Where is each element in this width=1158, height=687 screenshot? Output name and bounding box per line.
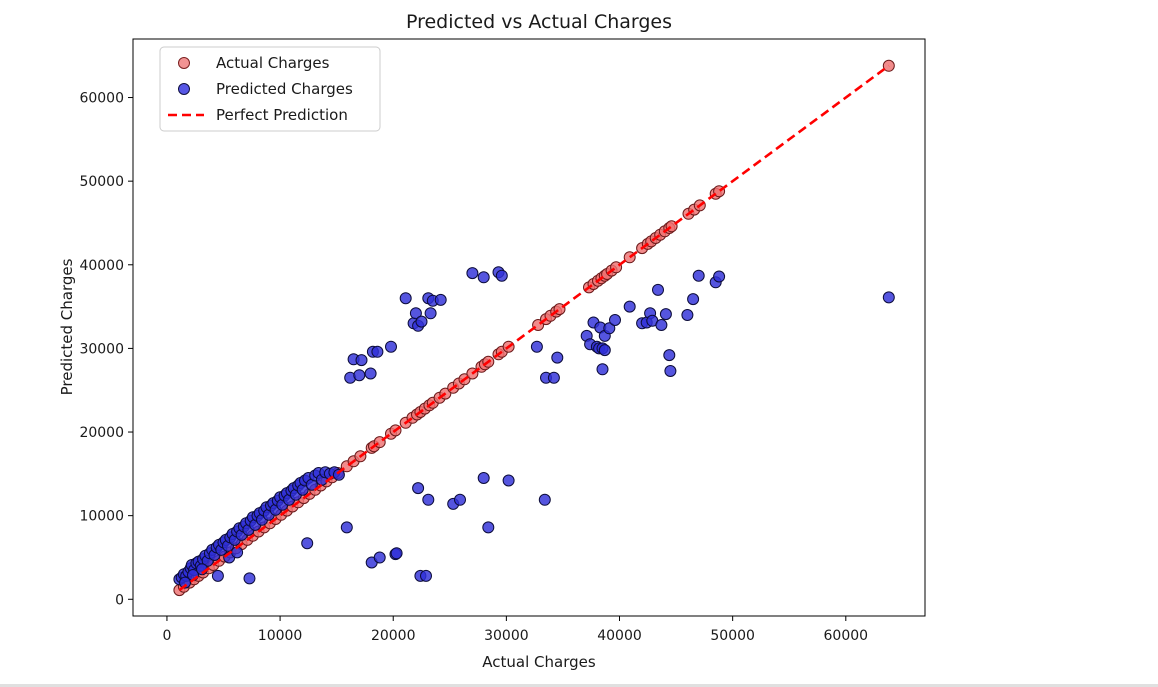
x-tick-label: 20000: [371, 628, 416, 644]
predicted-charge-point: [415, 315, 428, 328]
predicted-charge-point: [466, 267, 479, 280]
predicted-charge-point: [399, 292, 412, 305]
predicted-charge-point: [687, 293, 700, 306]
x-tick-label: 60000: [824, 628, 869, 644]
predicted-charge-point: [596, 363, 609, 376]
predicted-charge-point: [409, 307, 422, 320]
predicted-charge-point: [364, 367, 377, 380]
predicted-charge-point: [422, 493, 435, 506]
y-tick-label: 60000: [79, 91, 124, 107]
y-axis-ticks: 0 10000 20000 30000 40000 50000 60000: [79, 91, 133, 608]
predicted-charge-point: [434, 293, 447, 306]
y-tick-label: 40000: [79, 258, 124, 274]
legend-marker-actual: [178, 57, 190, 69]
predicted-charge-point: [713, 270, 726, 283]
predicted-charge-point: [530, 340, 543, 353]
series-predicted-charges: [173, 266, 895, 589]
x-tick-label: 0: [162, 628, 171, 644]
predicted-charge-point: [211, 569, 224, 582]
predicted-charge-point: [355, 354, 368, 367]
x-axis-label: Actual Charges: [482, 653, 596, 671]
y-tick-label: 20000: [79, 425, 124, 441]
predicted-charge-point: [424, 307, 437, 320]
predicted-charge-point: [655, 319, 668, 331]
legend: Actual Charges Predicted Charges Perfect…: [159, 46, 381, 132]
x-tick-label: 30000: [484, 628, 529, 644]
predicted-charge-point: [882, 291, 895, 304]
page-bottom-divider: [0, 684, 1158, 687]
predicted-charge-point: [385, 340, 397, 353]
predicted-charge-point: [623, 300, 636, 313]
predicted-charge-point: [664, 365, 677, 377]
predicted-charge-point: [332, 468, 345, 481]
predicted-charge-point: [482, 521, 495, 534]
predicted-charge-point: [659, 308, 672, 321]
y-tick-label: 10000: [79, 509, 124, 525]
predicted-charge-point: [609, 314, 621, 326]
y-tick-label: 30000: [79, 341, 124, 357]
predicted-charge-point: [454, 493, 466, 506]
y-axis-label: Predicted Charges: [58, 258, 76, 395]
predicted-charge-point: [603, 322, 616, 335]
predicted-charge-point: [412, 482, 425, 495]
predicted-charge-point: [477, 271, 490, 284]
y-tick-label: 0: [115, 592, 124, 608]
chart-title: Predicted vs Actual Charges: [406, 11, 672, 33]
predicted-charge-point: [692, 269, 705, 282]
predicted-charge-point: [371, 345, 384, 358]
predicted-charge-point: [420, 569, 432, 582]
x-tick-label: 40000: [597, 628, 642, 644]
predicted-charge-point: [551, 351, 564, 364]
predicted-charge-point: [598, 344, 611, 357]
legend-label-predicted: Predicted Charges: [216, 80, 353, 98]
x-tick-label: 10000: [258, 628, 303, 644]
predicted-charge-point: [502, 474, 515, 487]
perfect-prediction-line: [178, 64, 890, 592]
predicted-charge-point: [477, 472, 490, 484]
legend-label-actual: Actual Charges: [216, 54, 330, 72]
legend-label-perfect: Perfect Prediction: [216, 106, 348, 124]
predicted-charge-point: [340, 521, 353, 534]
x-axis-ticks: 0 10000 20000 30000 40000 50000 60000: [162, 616, 868, 644]
x-tick-label: 50000: [710, 628, 755, 644]
predicted-charge-point: [353, 369, 366, 382]
predicted-charge-point: [538, 493, 551, 506]
legend-marker-predicted: [178, 83, 190, 95]
predicted-charge-point: [243, 572, 256, 585]
predicted-charge-point: [663, 349, 676, 362]
predicted-charge-point: [373, 551, 386, 564]
y-tick-label: 50000: [79, 174, 124, 190]
predicted-charge-point: [652, 283, 664, 296]
predicted-charge-point: [495, 269, 508, 282]
predicted-charge-point: [547, 371, 560, 384]
predicted-charge-point: [390, 547, 403, 560]
predicted-charge-point: [179, 576, 191, 589]
legend-box: [159, 46, 381, 132]
predicted-charge-point: [681, 309, 694, 321]
predicted-charge-point: [301, 537, 314, 550]
